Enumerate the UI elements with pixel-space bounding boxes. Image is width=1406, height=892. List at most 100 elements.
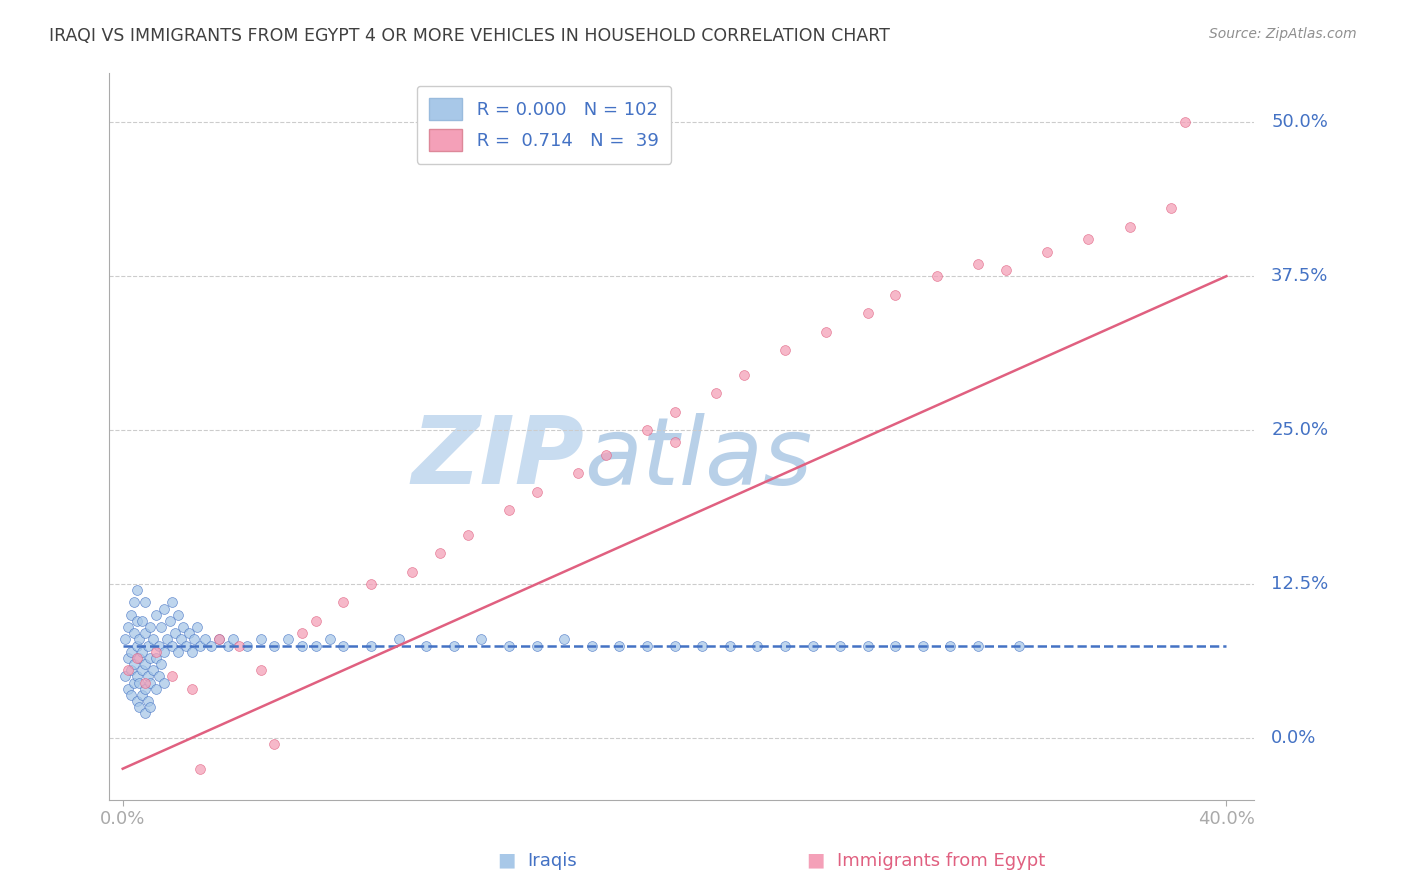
Point: [117, 663, 139, 677]
Point: [134, 626, 156, 640]
Point: [188, 762, 211, 776]
Point: [145, 681, 167, 696]
Point: [145, 651, 167, 665]
Point: [856, 639, 879, 653]
Point: [249, 632, 271, 647]
Point: [581, 639, 603, 653]
Point: [925, 269, 948, 284]
Point: [567, 466, 589, 480]
Point: [159, 614, 181, 628]
Point: [332, 595, 354, 609]
Point: [122, 595, 145, 609]
Point: [114, 669, 136, 683]
Text: ■: ■: [496, 851, 516, 870]
Text: Immigrants from Egypt: Immigrants from Egypt: [837, 852, 1045, 870]
Point: [117, 651, 139, 665]
Point: [1160, 202, 1182, 216]
Text: 50.0%: 50.0%: [1271, 113, 1329, 131]
Point: [228, 639, 250, 653]
Point: [125, 694, 148, 708]
Legend:  R = 0.000   N = 102,  R =  0.714   N =  39: R = 0.000 N = 102, R = 0.714 N = 39: [416, 86, 672, 164]
Point: [128, 632, 150, 647]
Point: [967, 639, 990, 653]
Point: [125, 583, 148, 598]
Point: [609, 639, 631, 653]
Point: [277, 632, 299, 647]
Point: [830, 639, 852, 653]
Point: [664, 639, 686, 653]
Point: [704, 386, 727, 401]
Point: [131, 614, 153, 628]
Point: [167, 645, 190, 659]
Point: [470, 632, 492, 647]
Point: [388, 632, 411, 647]
Point: [156, 632, 179, 647]
Point: [415, 639, 437, 653]
Point: [125, 639, 148, 653]
Point: [120, 645, 142, 659]
Point: [128, 651, 150, 665]
Point: [139, 651, 162, 665]
Point: [718, 639, 741, 653]
Point: [291, 639, 314, 653]
Point: [636, 639, 658, 653]
Point: [1119, 219, 1142, 234]
Point: [165, 626, 187, 640]
Point: [125, 614, 148, 628]
Point: [114, 632, 136, 647]
Point: [180, 645, 202, 659]
Point: [332, 639, 354, 653]
Point: [664, 435, 686, 450]
Point: [125, 669, 148, 683]
Point: [967, 257, 990, 271]
Text: 25.0%: 25.0%: [1271, 421, 1329, 439]
Point: [526, 484, 548, 499]
Point: [148, 639, 170, 653]
Point: [747, 639, 769, 653]
Point: [122, 675, 145, 690]
Point: [263, 737, 285, 751]
Point: [134, 681, 156, 696]
Point: [1174, 115, 1197, 129]
Point: [177, 626, 200, 640]
Point: [134, 675, 156, 690]
Point: [136, 669, 159, 683]
Point: [1077, 232, 1099, 246]
Point: [911, 639, 934, 653]
Point: [815, 325, 838, 339]
Text: atlas: atlas: [583, 412, 813, 504]
Point: [1036, 244, 1059, 259]
Point: [249, 663, 271, 677]
Point: [150, 657, 173, 671]
Point: [120, 688, 142, 702]
Point: [208, 632, 231, 647]
Point: [186, 620, 208, 634]
Text: IRAQI VS IMMIGRANTS FROM EGYPT 4 OR MORE VEHICLES IN HOUSEHOLD CORRELATION CHART: IRAQI VS IMMIGRANTS FROM EGYPT 4 OR MORE…: [49, 27, 890, 45]
Point: [690, 639, 713, 653]
Point: [174, 639, 197, 653]
Point: [401, 565, 423, 579]
Point: [801, 639, 824, 653]
Text: 0.0%: 0.0%: [1271, 729, 1316, 747]
Point: [136, 639, 159, 653]
Point: [131, 663, 153, 677]
Point: [498, 503, 520, 517]
Point: [217, 639, 239, 653]
Point: [636, 423, 658, 437]
Point: [994, 263, 1017, 277]
Point: [139, 675, 162, 690]
Point: [153, 645, 176, 659]
Point: [773, 343, 796, 357]
Point: [664, 404, 686, 418]
Point: [120, 607, 142, 622]
Point: [153, 675, 176, 690]
Point: [360, 577, 382, 591]
Point: [134, 595, 156, 609]
Point: [142, 632, 165, 647]
Point: [773, 639, 796, 653]
Point: [318, 632, 340, 647]
Point: [180, 681, 202, 696]
Point: [150, 620, 173, 634]
Point: [595, 448, 617, 462]
Point: [142, 663, 165, 677]
